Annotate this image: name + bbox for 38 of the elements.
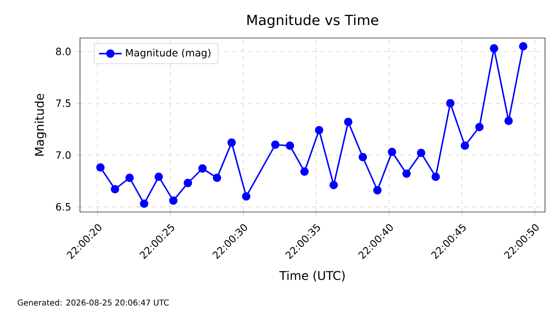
point	[344, 118, 352, 126]
point	[271, 140, 280, 149]
y-tick-label: 6.5	[56, 203, 70, 211]
x-axis-title: Time (UTC)	[279, 270, 345, 282]
point	[242, 192, 250, 201]
y-tick-label: 7.5	[56, 100, 70, 107]
chart-title: Magnitude vs Time	[247, 14, 378, 28]
point	[490, 44, 498, 53]
point	[402, 169, 411, 178]
y-axis-title: Magnitude	[34, 94, 46, 156]
point	[475, 122, 484, 132]
point	[416, 148, 426, 158]
y-tick-label: 7.0	[56, 151, 71, 159]
legend-label: Magnitude (mag)	[126, 48, 210, 58]
point	[314, 126, 324, 134]
point	[358, 152, 368, 162]
point	[329, 180, 338, 190]
point	[504, 116, 513, 126]
point	[140, 200, 148, 208]
point	[154, 172, 163, 181]
text: Generated: 2026-08-25 20:06:47 UTC	[18, 299, 169, 306]
point	[300, 167, 309, 176]
point	[184, 178, 192, 188]
point	[446, 99, 454, 108]
point	[432, 172, 440, 181]
point	[198, 164, 207, 173]
point	[212, 174, 222, 182]
point	[169, 196, 178, 205]
point	[460, 142, 470, 150]
point	[373, 186, 382, 194]
y-tick-label: 8.0	[56, 48, 71, 56]
point	[96, 163, 105, 172]
point	[518, 42, 528, 50]
point	[110, 185, 120, 194]
point	[125, 174, 134, 182]
point	[227, 138, 236, 147]
point	[286, 142, 294, 150]
point	[388, 148, 396, 156]
